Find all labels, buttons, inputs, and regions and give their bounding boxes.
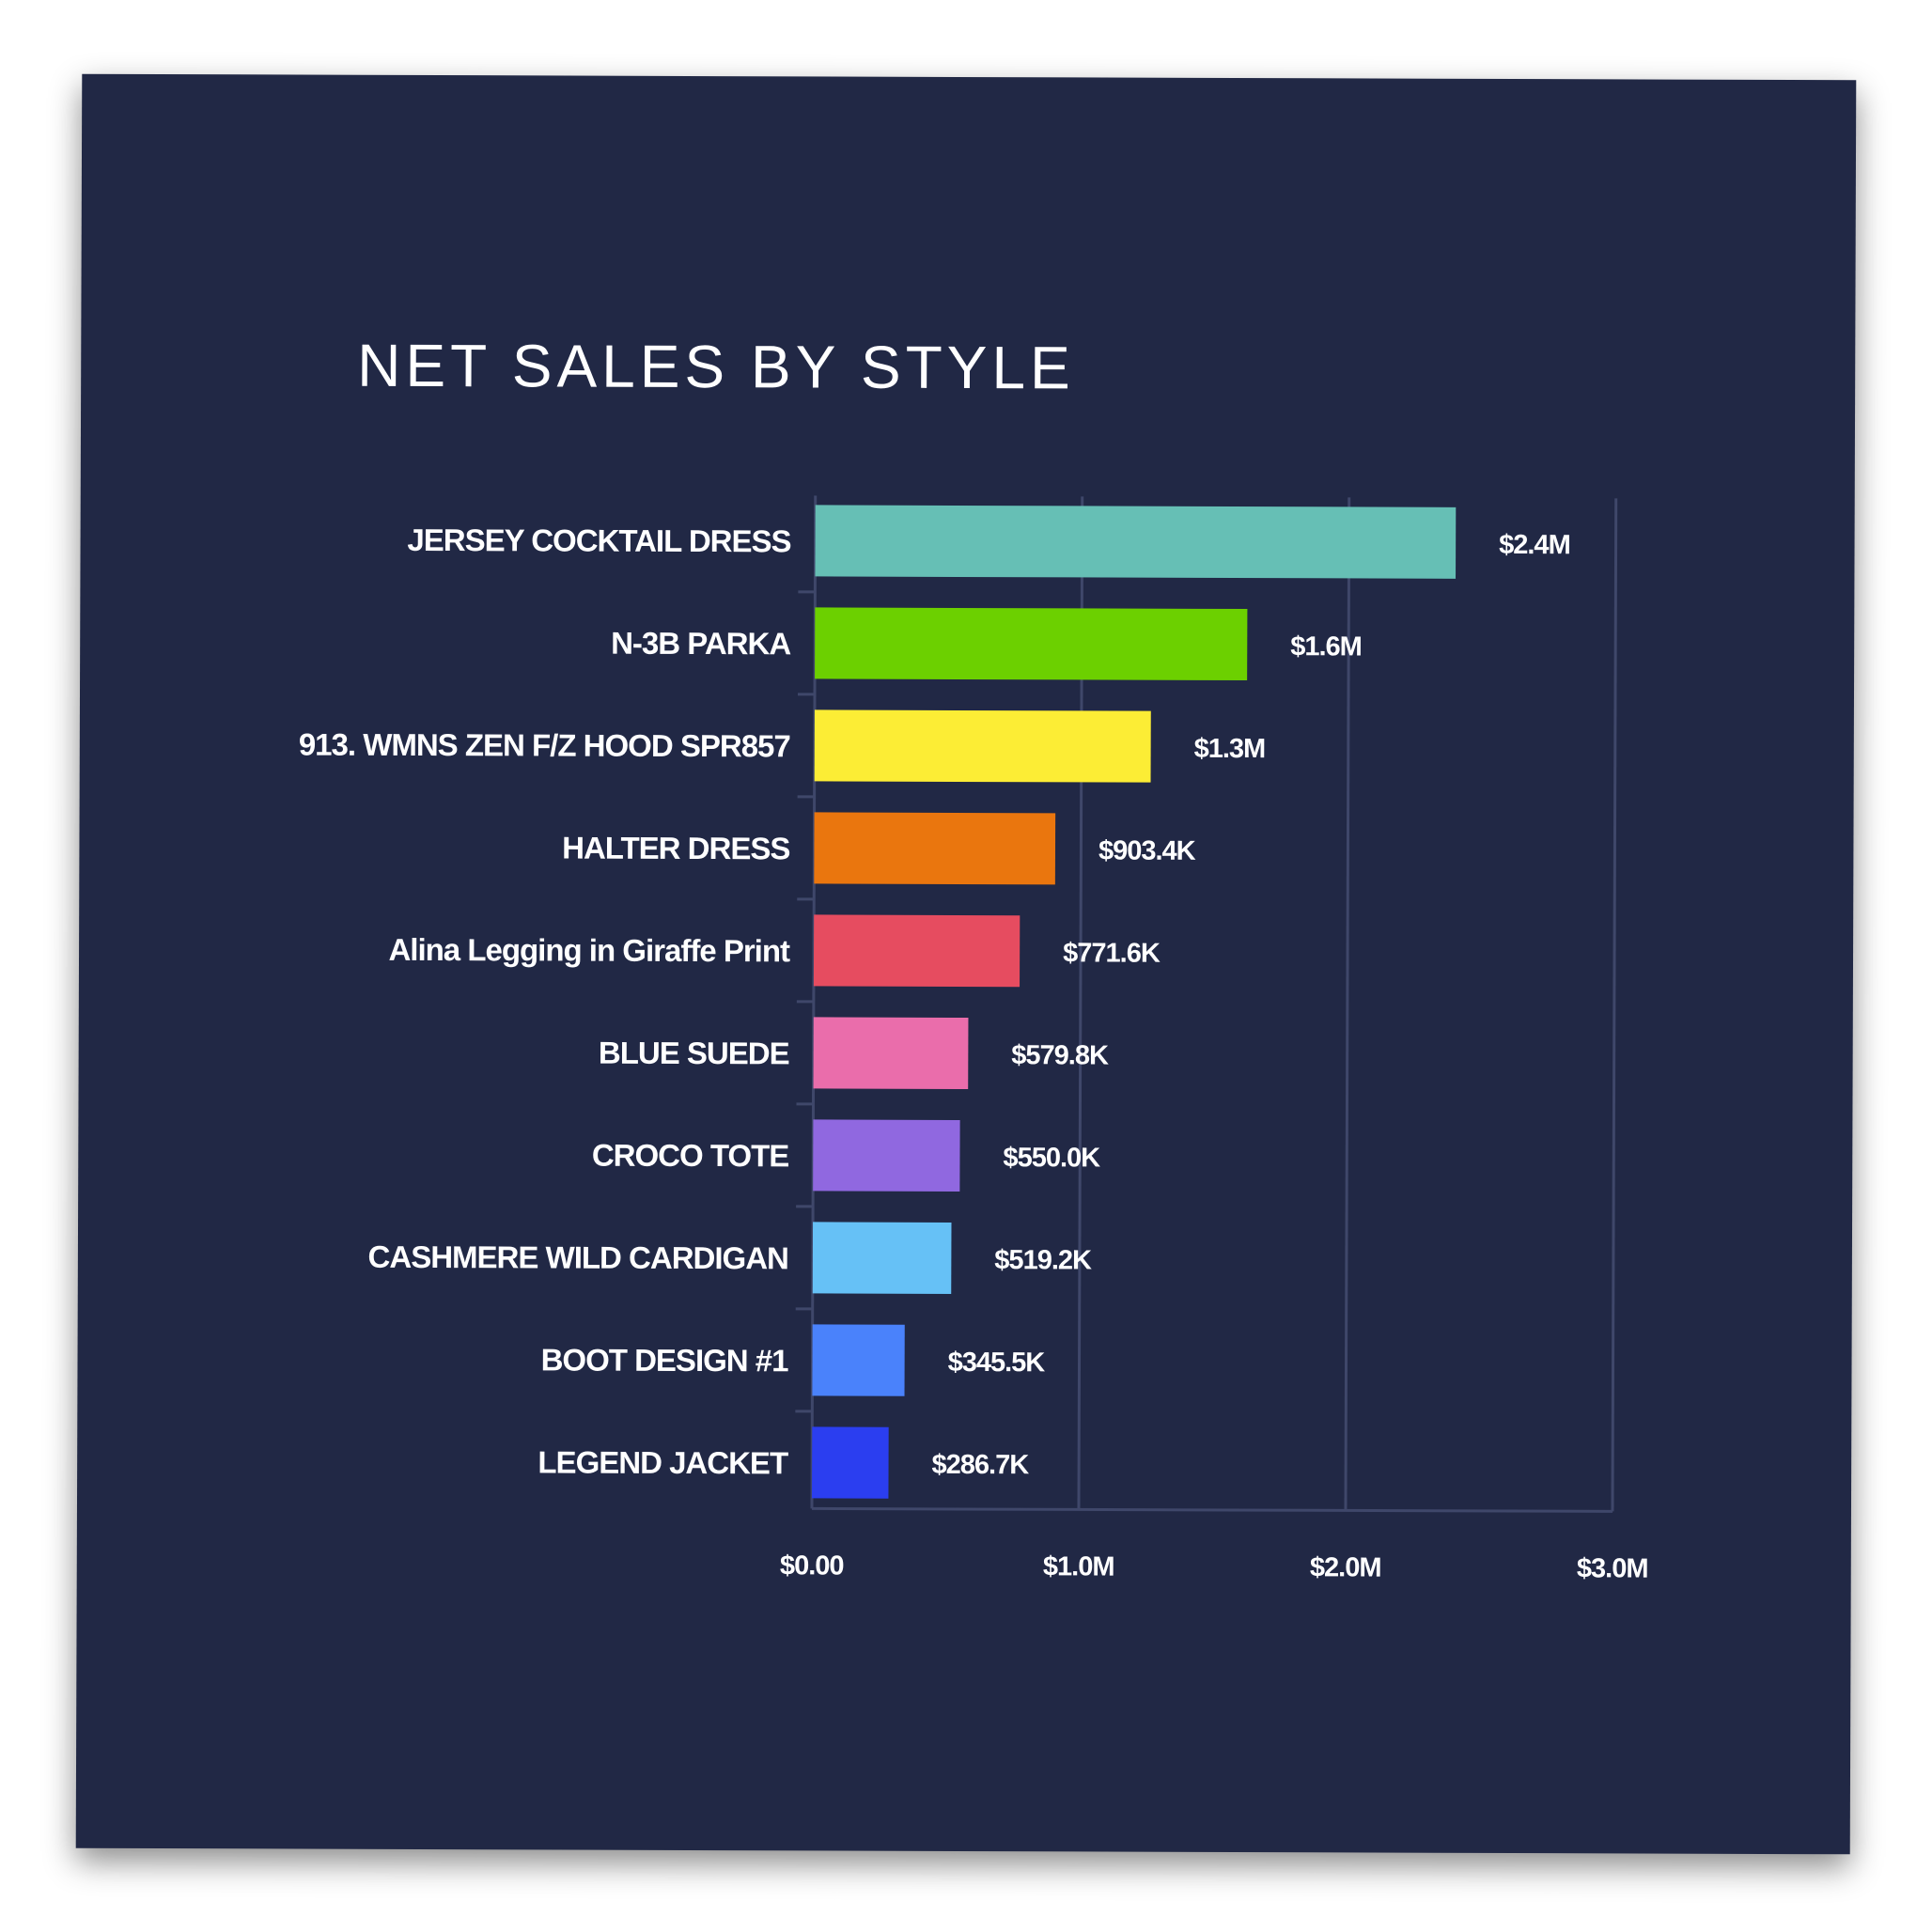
- bar: [814, 709, 1151, 783]
- x-tick-label: $0.00: [780, 1550, 844, 1581]
- category-label: JERSEY COCKTAIL DRESS: [407, 522, 790, 558]
- data-label: $345.5K: [948, 1348, 1046, 1378]
- bar: [815, 505, 1457, 579]
- category-label: CASHMERE WILD CARDIGAN: [368, 1239, 788, 1276]
- bar: [813, 1017, 969, 1090]
- bar: [814, 812, 1056, 885]
- category-label: HALTER DRESS: [562, 830, 789, 865]
- x-tick-label: $1.0M: [1043, 1551, 1114, 1581]
- data-label: $2.4M: [1499, 530, 1570, 560]
- data-label: $903.4K: [1098, 835, 1196, 865]
- data-label: $1.3M: [1194, 734, 1266, 764]
- x-tick-label: $3.0M: [1577, 1553, 1648, 1583]
- gridline: [1611, 498, 1618, 1512]
- data-label: $771.6K: [1063, 938, 1161, 968]
- category-label: BOOT DESIGN #1: [541, 1342, 789, 1378]
- data-label: $579.8K: [1011, 1040, 1109, 1070]
- category-label: N-3B PARKA: [611, 626, 790, 662]
- category-label: CROCO TOTE: [592, 1138, 789, 1174]
- data-label: $550.0K: [1003, 1143, 1100, 1173]
- bar: [812, 1222, 952, 1294]
- gridline: [1344, 497, 1351, 1511]
- x-tick-label: $2.0M: [1310, 1552, 1381, 1582]
- bar: [813, 1119, 960, 1192]
- category-label: 913. WMNS ZEN F/Z HOOD SPR857: [299, 727, 790, 764]
- category-label: LEGEND JACKET: [538, 1444, 788, 1480]
- x-axis-line: [811, 1506, 1613, 1513]
- bar: [812, 1324, 905, 1396]
- bar: [812, 1426, 889, 1499]
- bar: [813, 914, 1021, 988]
- data-label: $1.6M: [1290, 631, 1362, 662]
- bar: [815, 607, 1248, 681]
- data-label: $286.7K: [932, 1450, 1030, 1480]
- bar-chart: JERSEY COCKTAIL DRESS $2.4M N-3B PARKA $1.6…: [299, 495, 1648, 1584]
- category-label: BLUE SUEDE: [599, 1036, 789, 1071]
- data-label: $519.2K: [994, 1245, 1092, 1275]
- category-label: Alina Legging in Giraffe Print: [388, 932, 790, 968]
- chart-panel: NET SALES BY STYLE JERSEY COCKTAIL DRESS…: [75, 73, 1857, 1855]
